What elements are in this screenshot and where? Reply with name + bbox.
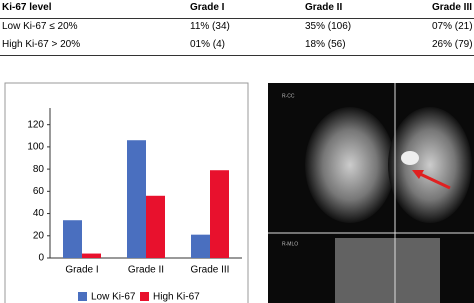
y-tick-label: 20 — [33, 230, 45, 241]
y-tick-label: 80 — [33, 164, 45, 175]
x-tick-label: Grade I — [65, 265, 98, 276]
table-cell: Grade I — [190, 2, 225, 13]
bar — [82, 253, 101, 258]
bar — [127, 140, 146, 258]
table-cell: Low Ki-67 ≤ 20% — [2, 21, 78, 32]
y-tick-label: 40 — [33, 208, 45, 219]
table-cell: 18% (56) — [305, 39, 346, 50]
table-cell: Grade II — [305, 2, 343, 13]
bar — [146, 195, 165, 258]
table-row: Low Ki-67 ≤ 20% 11% (34) 35% (106) 07% (21) — [0, 18, 474, 37]
mammogram: R-CC R-MLO — [268, 83, 474, 303]
breast-mlo — [335, 238, 440, 303]
breast-left — [305, 107, 395, 223]
y-tick-label: 120 — [27, 119, 44, 130]
table-header: Ki-67 level Grade I Grade II Grade III — [0, 0, 474, 18]
breast-right — [388, 107, 472, 223]
arrow-head — [412, 170, 424, 179]
table-cell: 01% (4) — [190, 39, 226, 50]
arrow — [417, 171, 451, 190]
table-cell: 07% (21) — [432, 21, 473, 32]
x-tick-label: Grade II — [128, 265, 164, 276]
table-cell: Ki-67 level — [2, 2, 52, 13]
legend-swatch — [140, 292, 149, 301]
chart: 0 20 40 60 80 100 120 Grade I Grade II Grade III L… — [27, 108, 242, 303]
x-tick-label: Grade III — [191, 265, 230, 276]
chart-frame — [4, 82, 249, 303]
image-label: R-CC — [282, 93, 295, 99]
lesion — [401, 151, 419, 165]
table-row: High Ki-67 > 20% 01% (4) 18% (56) 26% (79) — [0, 37, 474, 56]
table-cell: 35% (106) — [305, 21, 352, 32]
bar — [191, 234, 210, 258]
table-cell: High Ki-67 > 20% — [2, 39, 81, 50]
legend-swatch — [78, 292, 87, 301]
y-tick-label: 60 — [33, 186, 45, 197]
legend-label: Low Ki-67 — [91, 292, 136, 303]
image-label: R-MLO — [282, 241, 298, 247]
bar — [210, 170, 229, 258]
y-tick-label: 0 — [38, 253, 44, 264]
table-cell: 11% (34) — [190, 21, 230, 32]
bar — [63, 220, 82, 258]
y-tick-label: 100 — [27, 142, 44, 153]
table-cell: 26% (79) — [432, 39, 473, 50]
table-cell: Grade III — [432, 2, 473, 13]
legend-label: High Ki-67 — [153, 292, 200, 303]
